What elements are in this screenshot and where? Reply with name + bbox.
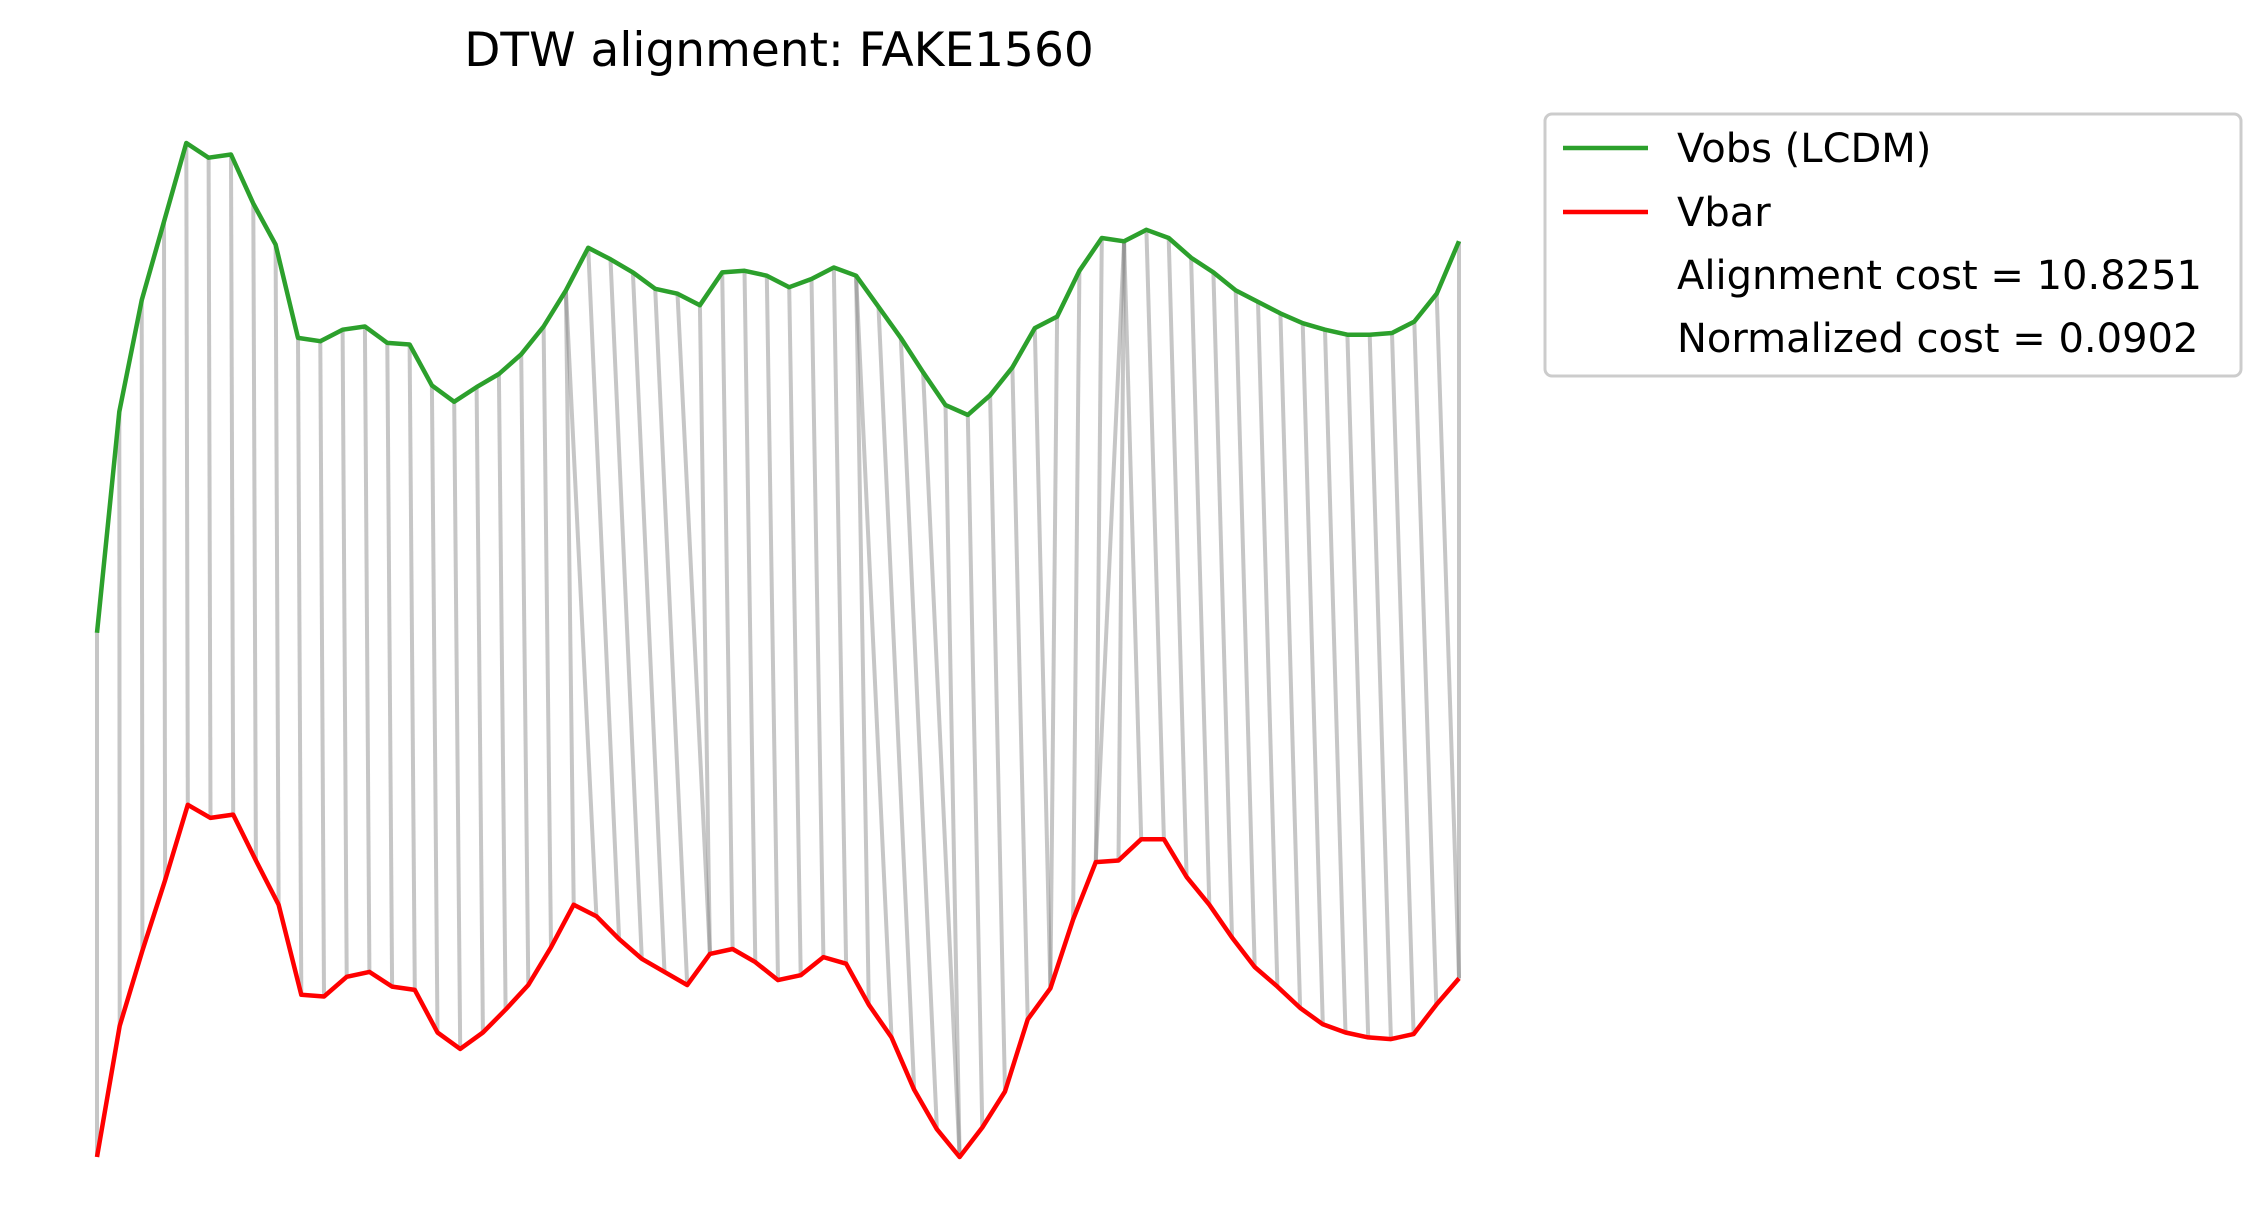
alignment-link-51 bbox=[1144, 229, 1166, 840]
alignment-link-53 bbox=[1189, 257, 1212, 905]
alignment-link-23 bbox=[586, 247, 622, 940]
alignment-link-44 bbox=[1032, 328, 1053, 989]
alignment-link-62 bbox=[1390, 332, 1416, 1035]
alignment-link-25 bbox=[630, 272, 667, 972]
alignment-link-64 bbox=[1434, 293, 1461, 979]
series-lines bbox=[94, 140, 1462, 1160]
alignment-link-43 bbox=[1010, 367, 1030, 1020]
alignment-link-12 bbox=[362, 326, 372, 972]
alignment-link-32 bbox=[787, 287, 803, 976]
alignment-link-13 bbox=[385, 342, 395, 987]
alignment-link-16 bbox=[452, 401, 463, 1049]
alignment-link-26 bbox=[653, 288, 690, 986]
alignment-link-6 bbox=[229, 154, 236, 815]
series-line-vbar bbox=[94, 802, 1461, 1160]
alignment-link-33 bbox=[809, 278, 826, 958]
alignment-link-50 bbox=[1122, 241, 1144, 840]
alignment-link-9 bbox=[296, 337, 304, 995]
alignment-link-24 bbox=[608, 259, 644, 959]
legend-note-normalized-cost: Normalized cost = 0.0902 bbox=[1677, 316, 2198, 362]
alignment-link-27 bbox=[675, 293, 712, 954]
alignment-link-7 bbox=[251, 203, 258, 861]
chart-title: DTW alignment: FAKE1560 bbox=[464, 23, 1094, 78]
alignment-link-52 bbox=[1166, 237, 1189, 877]
alignment-link-47 bbox=[1093, 237, 1104, 863]
alignment-link-20 bbox=[541, 326, 553, 948]
alignment-link-2 bbox=[139, 300, 145, 951]
alignment-link-37 bbox=[876, 306, 917, 1090]
alignment-link-63 bbox=[1412, 321, 1439, 1005]
alignment-link-57 bbox=[1278, 313, 1303, 1008]
alignment-link-18 bbox=[496, 373, 508, 1010]
legend-frame bbox=[1543, 112, 2243, 378]
alignment-link-39 bbox=[921, 372, 962, 1158]
alignment-link-10 bbox=[318, 341, 326, 997]
alignment-link-58 bbox=[1300, 323, 1325, 1025]
alignment-link-14 bbox=[407, 344, 417, 990]
alignment-link-54 bbox=[1211, 272, 1234, 938]
alignment-link-11 bbox=[340, 329, 349, 977]
alignment-link-29 bbox=[720, 272, 735, 950]
plot-area bbox=[94, 140, 1462, 1160]
alignment-link-4 bbox=[184, 142, 190, 805]
series-line-vobs bbox=[94, 140, 1462, 634]
alignment-link-15 bbox=[429, 385, 440, 1033]
alignment-link-28 bbox=[697, 305, 712, 954]
alignment-link-40 bbox=[943, 405, 962, 1158]
alignment-link-8 bbox=[273, 244, 281, 905]
alignment-link-41 bbox=[965, 414, 985, 1128]
alignment-link-21 bbox=[563, 290, 576, 905]
alignment-link-17 bbox=[474, 387, 485, 1033]
legend-label-vbar: Vbar bbox=[1677, 190, 1771, 236]
alignment-link-35 bbox=[854, 275, 871, 1005]
alignment-link-5 bbox=[206, 157, 213, 818]
alignment-link-42 bbox=[988, 395, 1007, 1092]
alignment-link-19 bbox=[519, 354, 531, 986]
alignment-link-38 bbox=[898, 337, 939, 1130]
alignment-link-55 bbox=[1233, 290, 1257, 968]
alignment-link-22 bbox=[563, 290, 599, 917]
legend: Vobs (LCDM) Vbar Alignment cost = 10.825… bbox=[1543, 112, 2243, 378]
alignment-link-59 bbox=[1323, 329, 1348, 1033]
alignment-link-61 bbox=[1367, 334, 1393, 1040]
alignment-link-49 bbox=[1116, 241, 1127, 861]
legend-label-vobs: Vobs (LCDM) bbox=[1677, 126, 1931, 172]
alignment-link-48 bbox=[1093, 241, 1127, 863]
alignment-link-31 bbox=[764, 275, 780, 981]
alignment-link-3 bbox=[162, 221, 168, 881]
alignment-link-30 bbox=[742, 270, 758, 963]
alignment-link-46 bbox=[1071, 270, 1082, 920]
alignment-link-34 bbox=[831, 267, 849, 964]
alignment-link-56 bbox=[1256, 301, 1280, 987]
legend-note-alignment-cost: Alignment cost = 10.8251 bbox=[1677, 253, 2202, 299]
alignment-link-45 bbox=[1048, 316, 1060, 989]
alignment-link-60 bbox=[1345, 334, 1371, 1038]
alignment-link-36 bbox=[854, 275, 894, 1038]
alignment-links bbox=[95, 142, 1461, 1158]
